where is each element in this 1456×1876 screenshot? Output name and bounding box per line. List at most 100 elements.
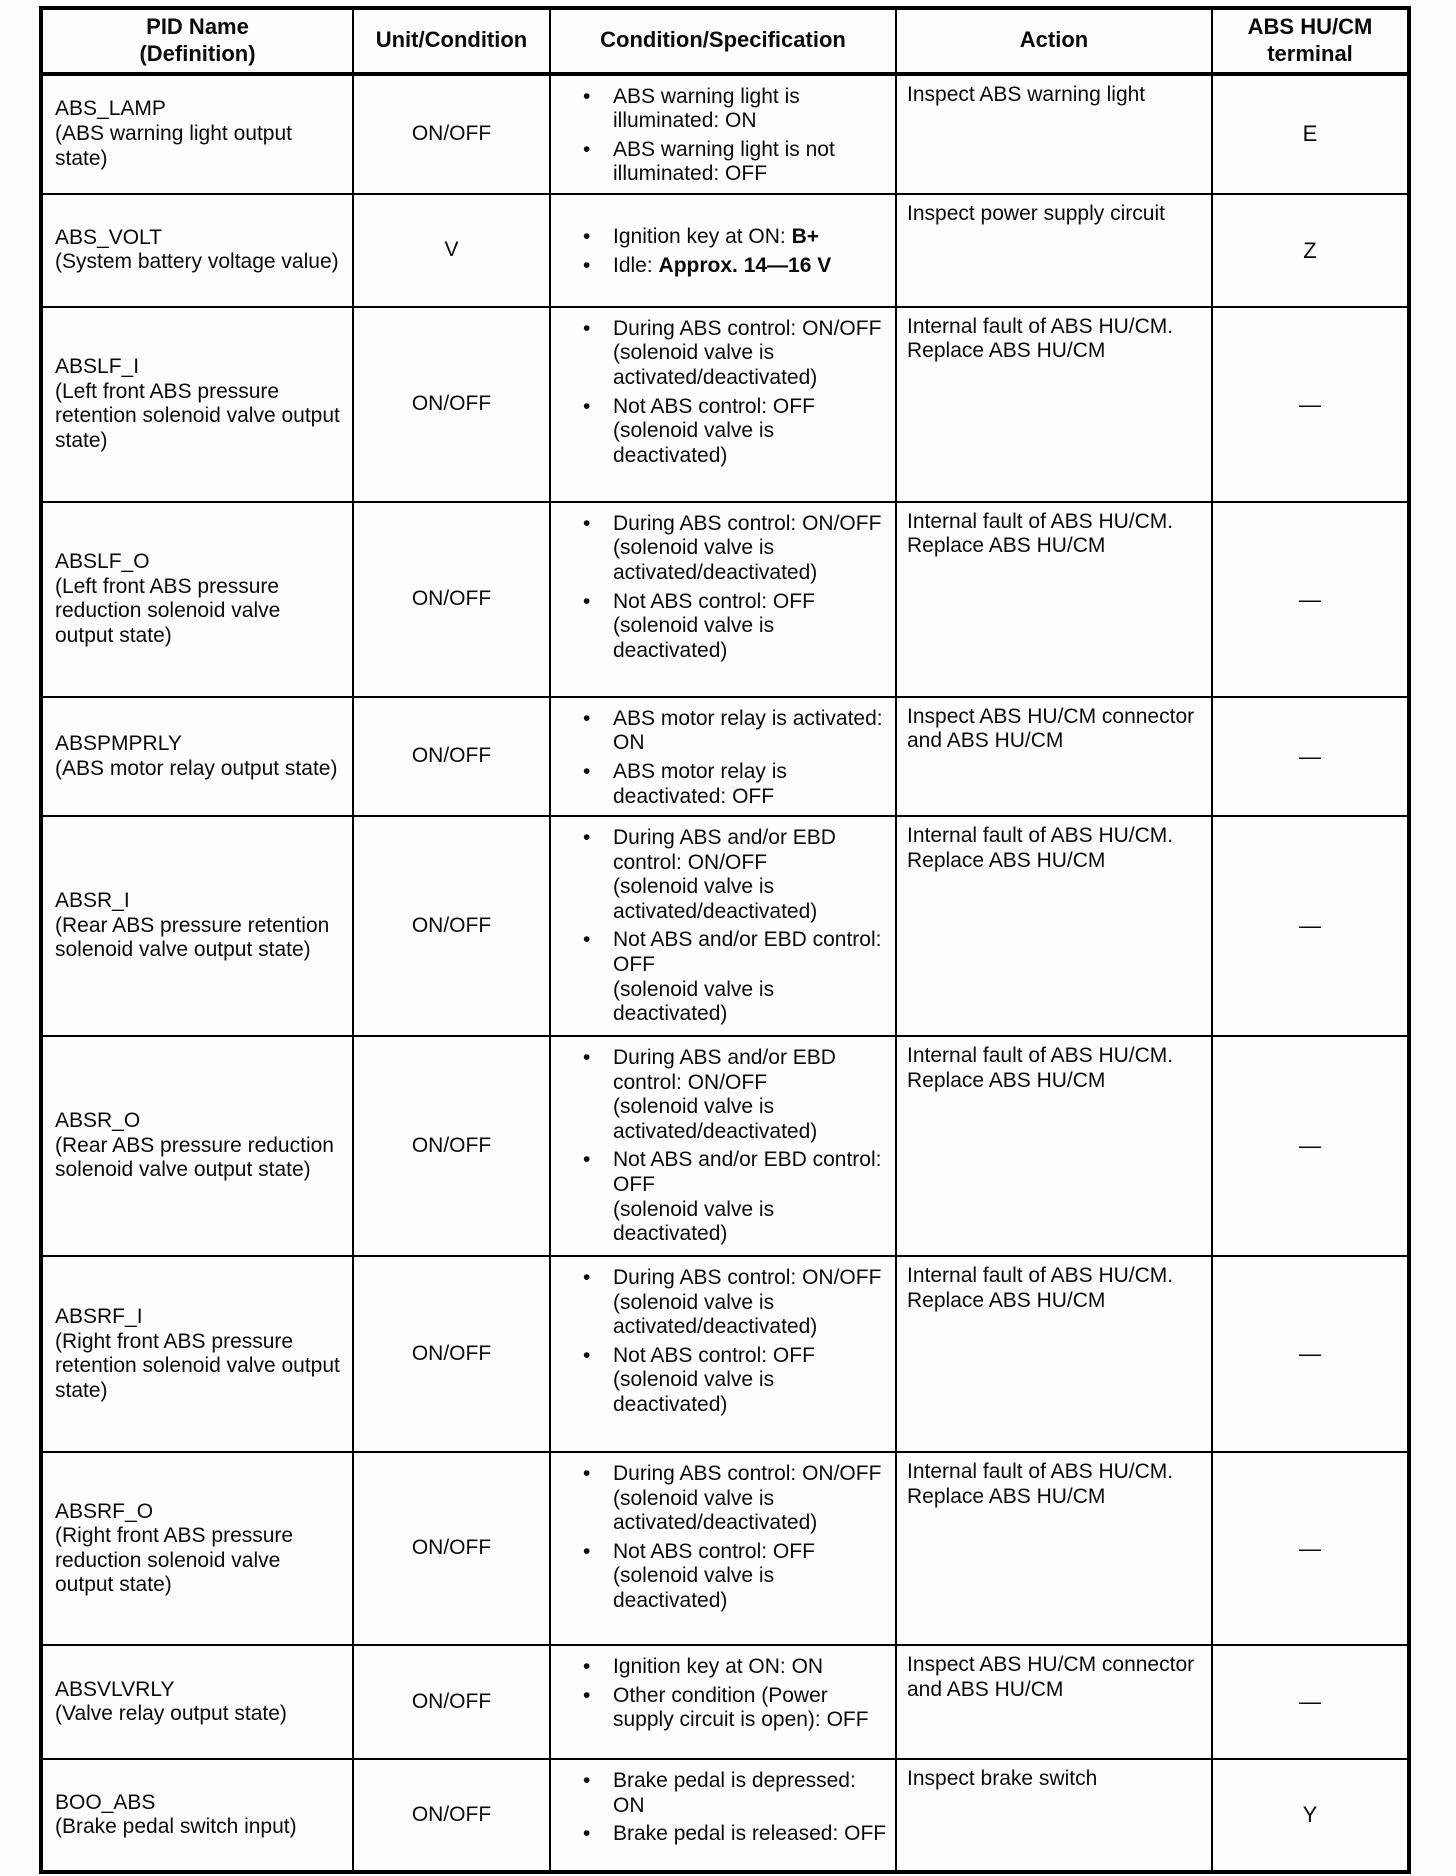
- cell-terminal: E: [1211, 72, 1410, 195]
- cell-terminal: —: [1211, 1035, 1410, 1258]
- spec-segment: During ABS control: ON/OFF: [613, 316, 882, 340]
- bullet-icon: •: [583, 1683, 591, 1707]
- cell-terminal: Z: [1211, 192, 1410, 308]
- spec-line: During ABS control: ON/OFF: [613, 512, 889, 537]
- pid-name: ABSLF_O: [55, 550, 150, 574]
- cell-condition-specification: • During ABS control: ON/OFF (solenoid val…: [549, 305, 897, 503]
- cell-action: Internal fault of ABS HU/CM. Replace ABS…: [895, 305, 1213, 503]
- pid-name: ABSPMPRLY: [55, 731, 182, 755]
- spec-text: Not ABS control: OFF (solenoid valve is d…: [613, 590, 889, 664]
- col-header-action: Action: [895, 7, 1213, 76]
- spec-bullet-item: • Brake pedal is depressed: ON: [583, 1769, 889, 1818]
- pid-definition: (Left front ABS pressure retention solen…: [55, 379, 340, 452]
- cell-unit-condition: ON/OFF: [352, 1451, 551, 1647]
- cell-condition-specification: • Brake pedal is depressed: ON • Brake peda…: [549, 1758, 897, 1874]
- pid-definition: (Brake pedal switch input): [55, 1815, 297, 1839]
- spec-line: Brake pedal is released: OFF: [613, 1822, 889, 1847]
- spec-line: During ABS and/or EBD control: ON/OFF: [613, 826, 889, 875]
- cell-pid-name: ABSRF_I (Right front ABS pressure retenti…: [40, 1255, 354, 1454]
- cell-pid-name: ABSLF_I (Left front ABS pressure retentio…: [40, 305, 354, 503]
- pid-definition: (Rear ABS pressure retention solenoid va…: [55, 913, 330, 962]
- bullet-icon: •: [583, 137, 591, 161]
- table-row: ABSRF_O (Right front ABS pressure reducti…: [40, 1451, 1410, 1647]
- pid-name: ABS_VOLT: [55, 225, 162, 249]
- spec-list: • Brake pedal is depressed: ON • Brake peda…: [557, 1769, 889, 1847]
- spec-bullet-item: • Ignition key at ON: B+: [583, 225, 889, 250]
- cell-action: Inspect ABS HU/CM connector and ABS HU/C…: [895, 1644, 1213, 1761]
- spec-text: Ignition key at ON: ON: [613, 1655, 889, 1680]
- cell-unit-condition: ON/OFF: [352, 1035, 551, 1258]
- spec-bullet-item: • During ABS and/or EBD control: ON/OFF (s…: [583, 1046, 889, 1144]
- spec-bullet-item: • Ignition key at ON: ON: [583, 1655, 889, 1680]
- spec-segment: During ABS control: ON/OFF: [613, 511, 882, 535]
- spec-segment: During ABS and/or EBD control: ON/OFF: [613, 1046, 836, 1094]
- cell-pid-name: ABSR_O (Rear ABS pressure reduction solen…: [40, 1035, 354, 1258]
- spec-note: (solenoid valve is activated/deactivated…: [613, 341, 818, 390]
- header-row: PID Name (Definition) Unit/Condition Con…: [40, 7, 1410, 76]
- cell-action: Internal fault of ABS HU/CM. Replace ABS…: [895, 500, 1213, 698]
- spec-note: (solenoid valve is deactivated): [613, 1197, 775, 1246]
- spec-text: Idle: Approx. 14—16 V: [613, 254, 889, 279]
- spec-bullet-item: • Brake pedal is released: OFF: [583, 1822, 889, 1847]
- spec-segment: Ignition key at ON:: [613, 225, 792, 249]
- spec-text: Not ABS control: OFF (solenoid valve is d…: [613, 1540, 889, 1614]
- spec-segment: Not ABS and/or EBD control: OFF: [613, 1148, 882, 1196]
- spec-list: • During ABS control: ON/OFF (solenoid val…: [557, 317, 889, 468]
- spec-note: (solenoid valve is activated/deactivated…: [613, 1290, 818, 1339]
- bullet-icon: •: [583, 253, 591, 277]
- bullet-icon: •: [583, 1539, 591, 1563]
- pid-name: ABSRF_I: [55, 1305, 143, 1329]
- spec-segment: Not ABS control: OFF: [613, 394, 815, 418]
- cell-pid-name: BOO_ABS (Brake pedal switch input): [40, 1758, 354, 1874]
- spec-list: • ABS motor relay is activated: ON • ABS mo…: [557, 707, 889, 809]
- pid-definition: (Right front ABS pressure retention sole…: [55, 1329, 340, 1402]
- cell-action: Inspect brake switch: [895, 1758, 1213, 1874]
- spec-line: Ignition key at ON: ON: [613, 1655, 889, 1680]
- spec-list: • During ABS control: ON/OFF (solenoid val…: [557, 1266, 889, 1417]
- spec-list: • Ignition key at ON: B+ • Idle: Approx. 14…: [557, 225, 889, 278]
- spec-line: ABS motor relay is activated: ON: [613, 707, 889, 756]
- spec-list: • Ignition key at ON: ON • Other condition …: [557, 1655, 889, 1733]
- cell-terminal: —: [1211, 815, 1410, 1038]
- bullet-icon: •: [583, 760, 591, 784]
- spec-segment: ABS warning light is illuminated: ON: [613, 84, 800, 133]
- pid-name: ABSRF_O: [55, 1499, 154, 1523]
- cell-action: Internal fault of ABS HU/CM. Replace ABS…: [895, 1451, 1213, 1647]
- spec-line: During ABS and/or EBD control: ON/OFF: [613, 1046, 889, 1095]
- pid-definition: (Left front ABS pressure reduction solen…: [55, 574, 281, 647]
- spec-note: (solenoid valve is activated/deactivated…: [613, 536, 818, 585]
- cell-action: Inspect ABS HU/CM connector and ABS HU/C…: [895, 695, 1213, 818]
- abs-pid-table: PID Name (Definition) Unit/Condition Con…: [39, 6, 1411, 1875]
- spec-text: ABS warning light is not illuminated: OF…: [613, 138, 889, 187]
- cell-unit-condition: ON/OFF: [352, 695, 551, 818]
- spec-list: • During ABS and/or EBD control: ON/OFF (s…: [557, 1046, 889, 1247]
- spec-segment: Not ABS control: OFF: [613, 1343, 815, 1367]
- spec-line: During ABS control: ON/OFF: [613, 317, 889, 342]
- spec-bullet-item: • During ABS control: ON/OFF (solenoid val…: [583, 317, 889, 391]
- bullet-icon: •: [583, 1462, 591, 1486]
- bullet-icon: •: [583, 394, 591, 418]
- bullet-icon: •: [583, 1655, 591, 1679]
- spec-bullet-item: • Not ABS control: OFF (solenoid valve is …: [583, 395, 889, 469]
- table-row: ABSR_O (Rear ABS pressure reduction solen…: [40, 1035, 1410, 1258]
- spec-note: (solenoid valve is activated/deactivated…: [613, 875, 818, 923]
- spec-text: Not ABS control: OFF (solenoid valve is d…: [613, 1344, 889, 1418]
- cell-terminal: —: [1211, 695, 1410, 818]
- spec-text: ABS warning light is illuminated: ON: [613, 85, 889, 134]
- cell-condition-specification: • ABS warning light is illuminated: ON • AB…: [549, 72, 897, 195]
- spec-bullet-item: • Other condition (Power supply circuit i…: [583, 1684, 889, 1733]
- spec-text: Brake pedal is depressed: ON: [613, 1769, 889, 1818]
- pid-definition: (ABS warning light output state): [55, 122, 292, 170]
- cell-pid-name: ABSRF_O (Right front ABS pressure reducti…: [40, 1451, 354, 1647]
- spec-segment: Ignition key at ON: ON: [613, 1655, 824, 1679]
- cell-action: Internal fault of ABS HU/CM. Replace ABS…: [895, 1035, 1213, 1258]
- table-row: ABSLF_I (Left front ABS pressure retentio…: [40, 305, 1410, 503]
- spec-bullet-item: • Not ABS control: OFF (solenoid valve is …: [583, 1540, 889, 1614]
- spec-list: • During ABS control: ON/OFF (solenoid val…: [557, 1462, 889, 1613]
- spec-line: Not ABS control: OFF: [613, 1540, 889, 1565]
- pid-definition: (Valve relay output state): [55, 1702, 287, 1726]
- spec-line: During ABS control: ON/OFF: [613, 1462, 889, 1487]
- spec-line: Not ABS control: OFF: [613, 395, 889, 420]
- table-row: ABS_LAMP (ABS warning light output state)…: [40, 72, 1410, 195]
- cell-condition-specification: • During ABS and/or EBD control: ON/OFF (s…: [549, 1035, 897, 1258]
